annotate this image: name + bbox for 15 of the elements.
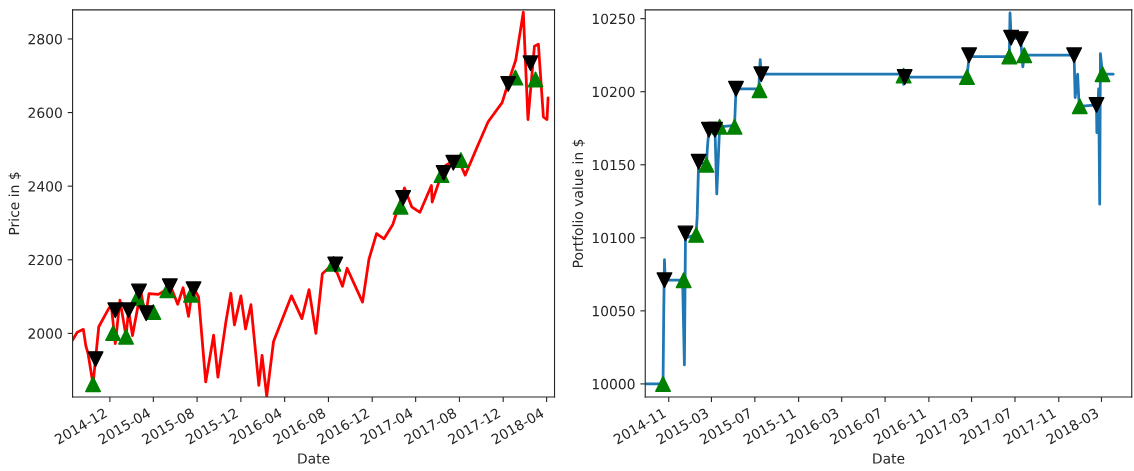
y-tick-label: 10150 bbox=[592, 159, 635, 171]
y-tick-label: 10100 bbox=[592, 232, 635, 244]
x-axis-title: Date bbox=[873, 453, 905, 464]
y-axis-title: Price in $ bbox=[8, 172, 22, 235]
x-axis-title: Date bbox=[298, 453, 330, 464]
y-tick-label: 2800 bbox=[28, 33, 62, 45]
y-tick-label: 10200 bbox=[592, 86, 635, 98]
y-tick-label: 10050 bbox=[592, 305, 635, 317]
y-tick-label: 2400 bbox=[28, 181, 62, 192]
y-tick-label: 2000 bbox=[28, 328, 62, 339]
y-tick-label: 2200 bbox=[28, 254, 62, 266]
y-tick-label: 2600 bbox=[28, 107, 62, 119]
y-axis-title: Portfolio value in $ bbox=[572, 139, 585, 268]
y-tick-label: 10250 bbox=[592, 13, 635, 25]
y-tick-label: 10000 bbox=[592, 378, 635, 390]
